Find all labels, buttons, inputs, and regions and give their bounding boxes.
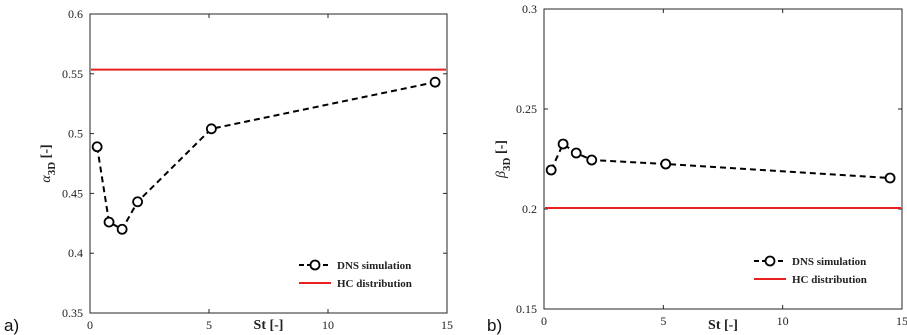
x-tick-label: 10	[322, 318, 334, 332]
y-tick-label: 0.15	[516, 302, 537, 316]
panel-label: a)	[4, 316, 19, 335]
x-tick-label: 0	[541, 314, 547, 328]
legend-hc-label: HC distribution	[337, 278, 412, 290]
axes-frame	[89, 13, 448, 314]
legend-dns-label: DNS simulation	[792, 256, 866, 268]
y-axis-label: β3D [-]	[494, 140, 513, 179]
dns-data-point	[205, 123, 217, 135]
y-axis-unit: [-]	[39, 144, 54, 162]
y-axis-symbol: α	[39, 175, 54, 183]
x-tick-label: 0	[87, 318, 93, 332]
dns-data-point	[660, 158, 672, 170]
y-axis-subscript: 3D	[501, 157, 513, 171]
x-axis-label: St [-]	[708, 318, 738, 333]
y-tick-label: 0.25	[516, 102, 537, 116]
dns-data-point	[132, 196, 144, 208]
dns-data-point	[884, 172, 896, 184]
dns-data-point	[116, 223, 128, 235]
x-tick-label: 5	[660, 314, 666, 328]
y-axis-subscript: 3D	[46, 162, 58, 176]
x-axis-label: St [-]	[254, 318, 284, 333]
chart-panel-a: 0 5 10 15 0.35 0.4 0.45 0.5 0.55 0.6 St [-] α3D [-]…	[4, 7, 453, 335]
dns-data-point	[545, 164, 557, 176]
dns-data-point	[103, 216, 115, 228]
dns-data-point	[429, 76, 441, 88]
dns-data-point	[91, 141, 103, 153]
legend: DNS simulation HC distribution	[754, 255, 867, 286]
y-tick-label: 0.4	[68, 246, 83, 260]
legend: DNS simulation HC distribution	[299, 259, 412, 290]
chart-panel-b: 0 5 10 15 0.15 0.2 0.25 0.3 St [-] β3D [-] DNS sim…	[487, 2, 907, 335]
axes-frame	[543, 8, 903, 310]
panel-label: b)	[487, 316, 502, 335]
y-tick-label: 0.2	[522, 202, 537, 216]
y-tick-label: 0.35	[62, 306, 83, 320]
x-tick-label: 5	[206, 318, 212, 332]
legend-dns-marker	[764, 255, 776, 267]
legend-hc-label: HC distribution	[792, 274, 867, 286]
legend-dns-marker	[309, 259, 321, 271]
y-axis-symbol: β	[494, 171, 509, 179]
dns-data-point	[570, 147, 582, 159]
x-tick-label: 15	[441, 318, 453, 332]
y-axis-label: α3D [-]	[39, 144, 58, 182]
y-tick-label: 0.3	[522, 2, 537, 16]
y-tick-label: 0.5	[68, 127, 83, 141]
dns-series-line	[550, 142, 891, 179]
y-tick-label: 0.45	[62, 186, 83, 200]
dns-data-point	[586, 154, 598, 166]
dns-data-point	[557, 138, 569, 150]
dns-series-line	[96, 81, 436, 231]
y-tick-label: 0.6	[68, 7, 83, 21]
legend-dns-label: DNS simulation	[337, 260, 411, 272]
y-axis-unit: [-]	[494, 140, 509, 158]
x-tick-label: 10	[777, 314, 789, 328]
x-tick-label: 15	[896, 314, 907, 328]
y-tick-label: 0.55	[62, 67, 83, 81]
